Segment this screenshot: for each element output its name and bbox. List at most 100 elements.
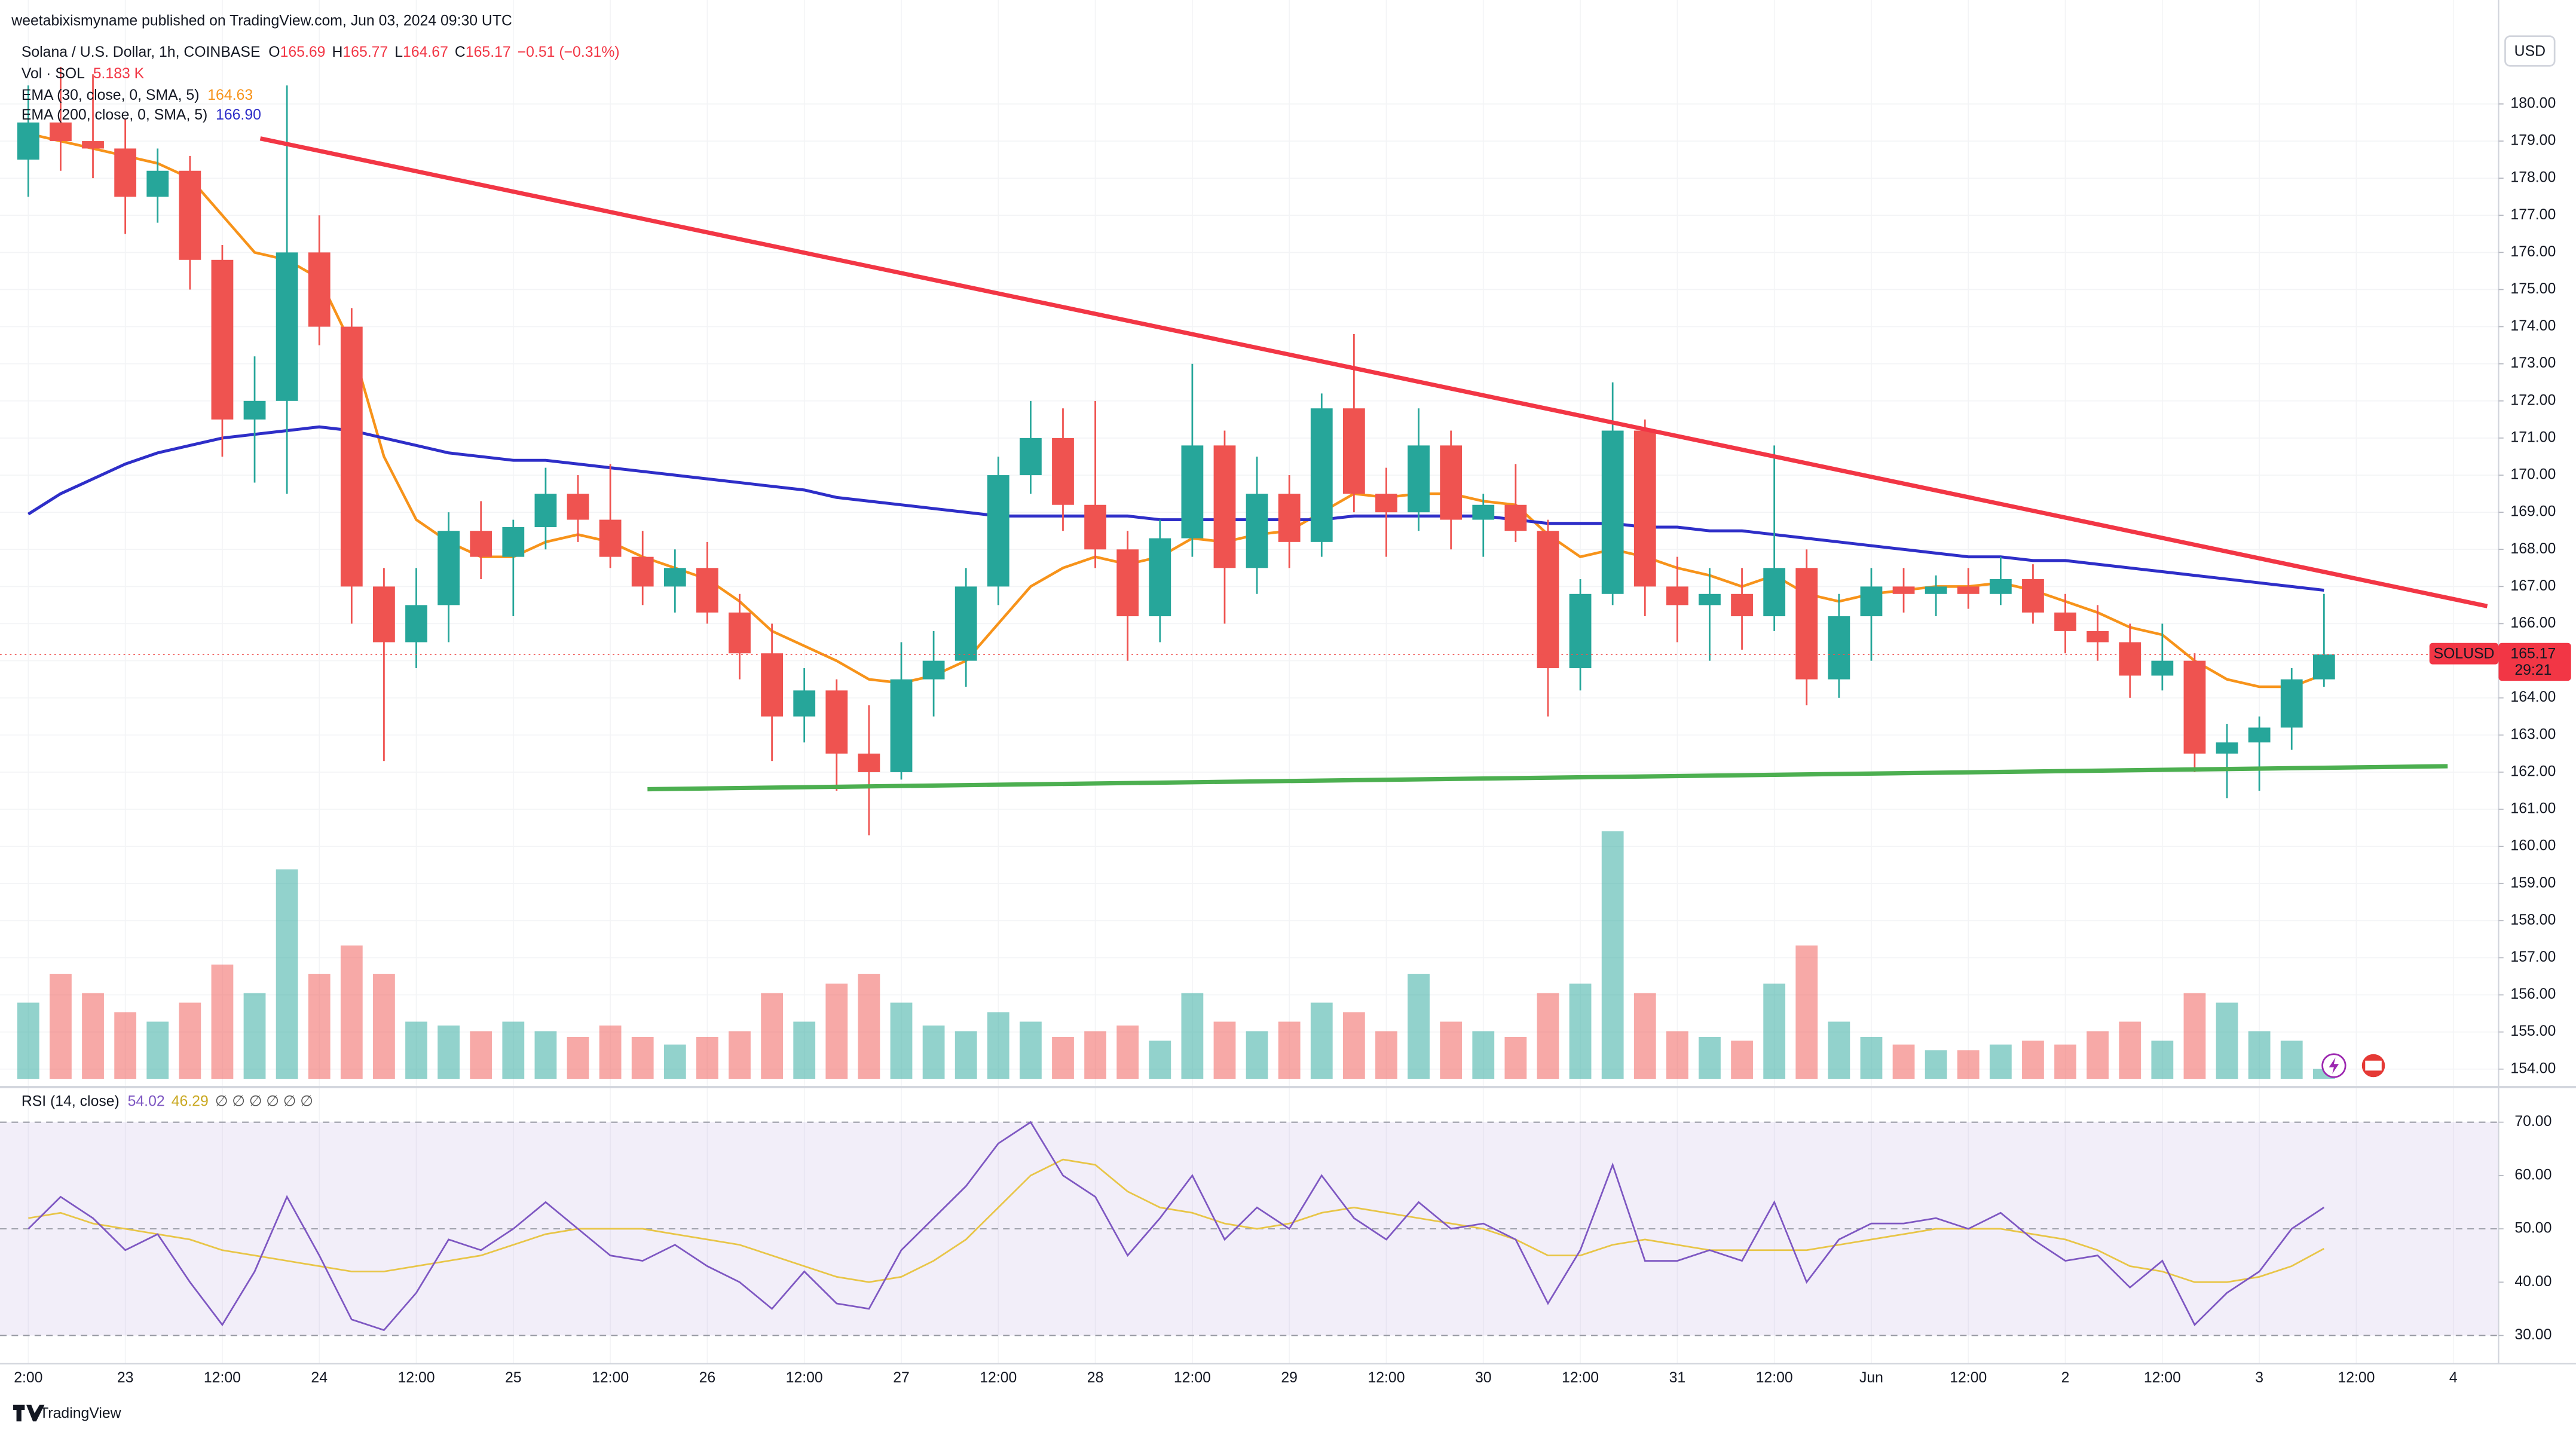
x-tick-label: 12:00 [1562,1370,1599,1386]
close-value: 165.17 [466,44,511,60]
candle-body [1310,408,1333,542]
rsi-title: RSI (14, close) [22,1093,120,1109]
volume-bar [1925,1050,1947,1079]
volume-bar [438,1025,460,1079]
x-tick-label: 31 [1669,1370,1686,1386]
candle-body [2022,579,2044,613]
volume-bar [761,993,784,1079]
volume-bar [1472,1031,1495,1079]
volume-bar [2054,1044,2076,1079]
volume-bar [1633,993,1656,1079]
candle-body [1375,494,1397,513]
y-tick-label: 175.00 [2510,281,2556,297]
candle-body [825,690,848,754]
volume-bar [1666,1031,1688,1079]
volume-bar [114,1012,137,1079]
candle-body [276,252,298,401]
volume-bar [1084,1031,1106,1079]
x-tick-label: 12:00 [1174,1370,1211,1386]
x-tick-label: 29 [1281,1370,1298,1386]
low-label: L [394,44,403,60]
candle-body [1246,494,1268,568]
candle-body [1052,437,1074,505]
candle-body [82,141,104,149]
candle-body [729,612,751,654]
candle-body [1084,504,1106,550]
trend-line [647,764,2448,792]
y-tick-label: 60.00 [2514,1167,2551,1183]
currency[interactable]: USD [2514,43,2546,59]
brand-logo [13,1405,45,1422]
y-tick-label: 154.00 [2510,1060,2556,1076]
volume-bar [308,974,331,1079]
candle-body [1116,549,1139,617]
y-tick-label: 173.00 [2510,355,2556,371]
candle-body [1213,445,1236,568]
countdown: 29:21 [2514,662,2551,678]
y-tick-label: 169.00 [2510,504,2556,520]
volume-bar [987,1012,1009,1079]
x-tick-label: 2:00 [14,1370,42,1386]
currency-box[interactable] [2504,35,2556,67]
volume-bar [2248,1031,2271,1079]
y-tick-label: 159.00 [2510,875,2556,891]
candle-body [470,531,492,557]
volume-bar [2183,993,2206,1079]
open-label: O [268,44,280,60]
volume-bar [1828,1021,1850,1079]
candle-body [502,527,525,557]
volume-bar [2119,1021,2141,1079]
candle-body [2216,742,2238,754]
candle-body [2312,654,2335,680]
y-tick-label: 176.00 [2510,244,2556,260]
candle-body [405,605,427,642]
candle-body [1860,586,1883,617]
candle-body [438,531,460,605]
candle-body [2151,660,2174,676]
volume-bar [663,1044,686,1079]
y-tick-label: 177.00 [2510,207,2556,223]
y-tick-label: 180.00 [2510,95,2556,111]
x-tick-label: 12:00 [1367,1370,1405,1386]
candle-body [1472,504,1495,520]
candle-body [599,519,622,557]
volume-bar [146,1021,169,1079]
volume-bar [1440,1021,1463,1079]
candle-body [1342,408,1365,494]
candle-body [2087,631,2109,642]
y-tick-label: 30.00 [2514,1327,2551,1343]
x-tick-label: 12:00 [204,1370,241,1386]
volume-bar [17,1002,39,1079]
candle-body [1957,586,1980,594]
candle-body [954,586,977,661]
candle-body [890,679,913,772]
volume-bar [599,1025,622,1079]
ema200-value: 166.90 [216,106,261,123]
candle-body [2119,642,2141,676]
ema200-name: EMA (200, close, 0, SMA, 5) [22,106,207,123]
candle-body [922,660,945,680]
candle-body [1149,538,1171,617]
candle-body [1989,579,2012,594]
candle-body [146,170,169,197]
candle-body [1537,531,1559,669]
volume-bar [2151,1041,2174,1079]
volume-bar [340,945,363,1079]
lightning-glyph [2329,1057,2339,1074]
volume-bar [50,974,72,1079]
x-tick-label: 26 [699,1370,716,1386]
volume-bar [1569,983,1592,1079]
candle-body [534,494,557,527]
candle-body [373,586,395,642]
rsi-ma-value: 46.29 [172,1093,209,1109]
low-value: 164.67 [403,44,448,60]
price-label-box [2498,642,2571,681]
x-tick-label: 4 [2449,1370,2458,1386]
y-tick-label: 166.00 [2510,615,2556,631]
flag-glyph [2365,1060,2382,1071]
volume-bar [922,1025,945,1079]
plot [0,66,2499,1336]
